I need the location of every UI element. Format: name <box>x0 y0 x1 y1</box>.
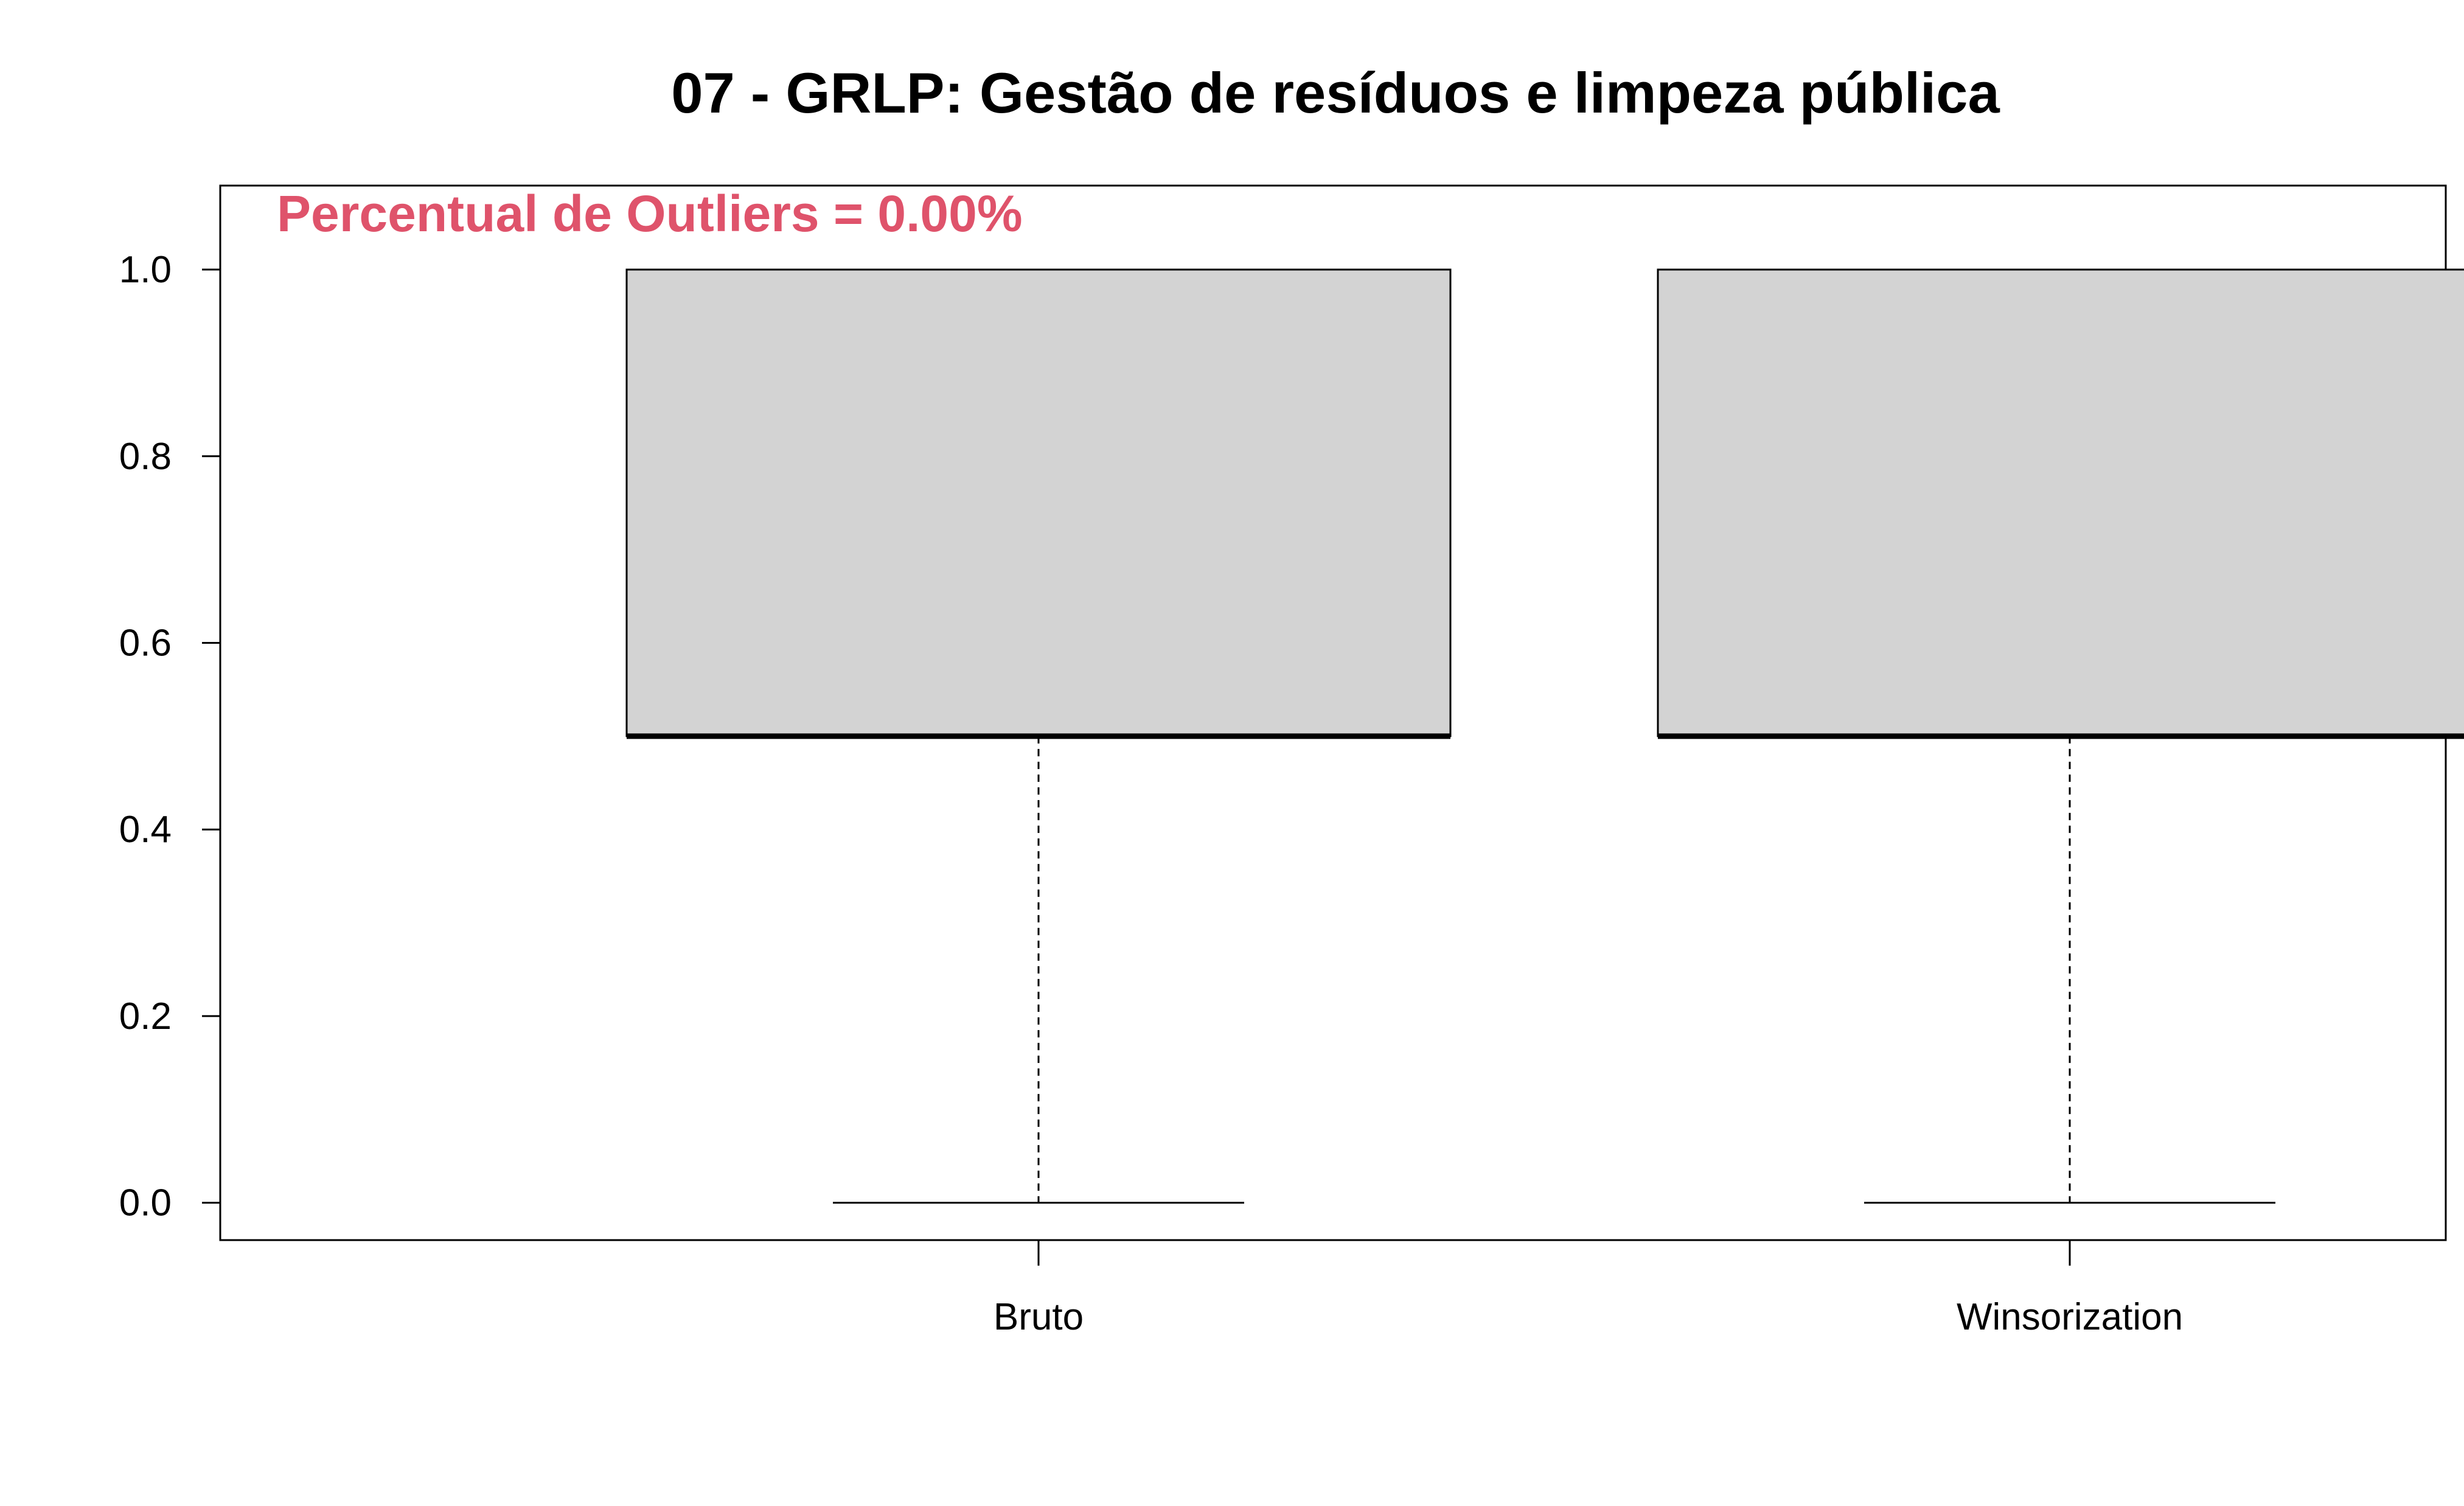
y-tick-label: 1.0 <box>119 249 172 291</box>
chart-title: 07 - GRLP: Gestão de resíduos e limpeza … <box>671 61 2000 125</box>
x-axis: Bruto Winsorization <box>994 1240 2183 1338</box>
x-tick-label: Winsorization <box>1957 1296 2183 1338</box>
y-tick-label: 0.0 <box>119 1182 172 1224</box>
y-tick-label: 0.6 <box>119 622 172 664</box>
boxplot-series <box>625 268 2464 1204</box>
y-tick-label: 0.8 <box>119 436 172 478</box>
box-iqr <box>1657 268 2464 737</box>
y-axis: 0.0 0.2 0.4 0.6 0.8 1.0 <box>119 249 221 1224</box>
outlier-percentage-annotation: Percentual de Outliers = 0.00% <box>277 185 1023 242</box>
box-group-bruto <box>625 268 1452 1204</box>
y-tick-label: 0.4 <box>119 809 172 851</box>
box-iqr <box>625 268 1452 737</box>
x-tick-label: Bruto <box>994 1296 1084 1338</box>
y-tick-label: 0.2 <box>119 995 172 1037</box>
box-group-winsorization <box>1657 268 2464 1204</box>
